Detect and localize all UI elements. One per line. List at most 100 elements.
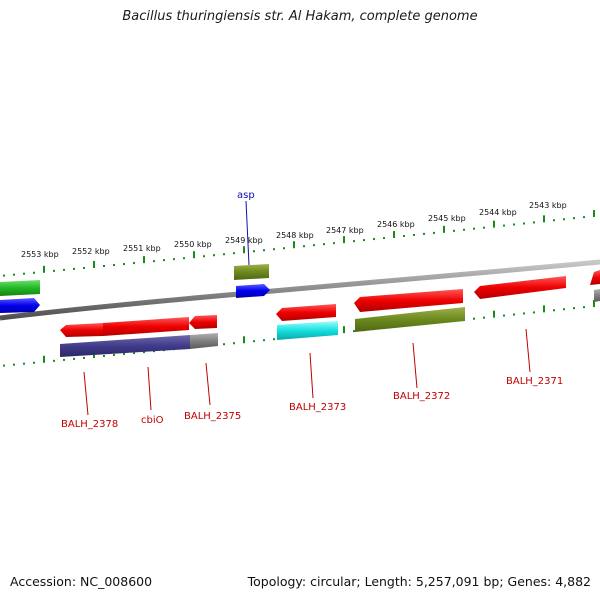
map-title: Bacillus thuringiensis str. Al Hakam, co… [122, 9, 478, 24]
label-balh-2371: BALH_2371 [506, 376, 563, 387]
upper-scale-minor-tick [173, 258, 175, 261]
lower-scale-major-tick [43, 355, 45, 363]
leader-balh-2373 [309, 352, 314, 399]
upper-scale-major-tick [293, 241, 295, 249]
upper-scale-major-tick [243, 246, 245, 254]
lower-scale-minor-tick [263, 339, 265, 342]
upper-scale-minor-tick [13, 273, 15, 276]
accession-text: Accession: NC_008600 [10, 574, 153, 589]
upper-scale-minor-tick [323, 243, 325, 246]
upper-scale-minor-tick [413, 233, 415, 236]
upper-scale-major-tick [43, 265, 45, 273]
scale-label-2551: 2551 kbp [123, 244, 161, 253]
upper-scale-minor-tick [553, 219, 555, 222]
lower-scale-minor-tick [233, 342, 235, 345]
label-leaders [83, 200, 531, 416]
gene-gray-right-edge [594, 289, 600, 302]
upper-scale-minor-tick [103, 265, 105, 268]
gene-balh-2371-red [474, 276, 566, 299]
upper-scale-minor-tick [423, 232, 425, 235]
upper-scale-minor-tick [453, 229, 455, 232]
leader-asp [245, 200, 250, 266]
lower-scale-minor-tick [33, 361, 35, 364]
label-asp: asp [237, 190, 255, 201]
upper-scale-minor-tick [363, 239, 365, 242]
upper-scale-minor-tick [213, 254, 215, 257]
gene-balh-2378-red [60, 323, 103, 337]
scale-label-2544: 2544 kbp [479, 208, 517, 217]
lower-scale-minor-tick [83, 356, 85, 359]
upper-scale-minor-tick [113, 264, 115, 267]
leader-balh-2371 [525, 328, 531, 373]
upper-scale-minor-tick [463, 228, 465, 231]
upper-scale-ticks [3, 210, 595, 277]
upper-scale-minor-tick [263, 249, 265, 252]
lower-scale-minor-tick [583, 306, 585, 309]
gene-blue-left [0, 298, 40, 313]
gene-blue-asp [236, 284, 270, 298]
upper-scale-minor-tick [63, 268, 65, 271]
upper-scale-minor-tick [303, 245, 305, 248]
upper-scale-minor-tick [73, 267, 75, 270]
lower-scale-major-tick [543, 305, 545, 313]
lower-scale-minor-tick [123, 353, 125, 356]
lower-scale-minor-tick [103, 355, 105, 358]
upper-scale-major-tick [393, 231, 395, 239]
upper-scale-minor-tick [433, 231, 435, 234]
gene-asp [234, 264, 269, 280]
upper-scale-minor-tick [233, 252, 235, 255]
gene-green-left [0, 280, 40, 296]
upper-scale-minor-tick [373, 238, 375, 241]
lower-scale-minor-tick [53, 359, 55, 362]
upper-scale-major-tick [593, 210, 595, 218]
lower-scale-minor-tick [133, 352, 135, 355]
upper-scale-minor-tick [23, 272, 25, 275]
upper-scale-minor-tick [83, 266, 85, 269]
gene-balh-2373-red [276, 304, 336, 321]
scale-labels: 2553 kbp 2552 kbp 2551 kbp 2550 kbp 2549… [21, 201, 567, 259]
label-balh-2372: BALH_2372 [393, 391, 450, 402]
lower-scale-minor-tick [533, 311, 535, 314]
scale-label-2550: 2550 kbp [174, 240, 212, 249]
scale-label-2545: 2545 kbp [428, 214, 466, 223]
scale-label-2549: 2549 kbp [225, 236, 263, 245]
upper-scale-minor-tick [33, 271, 35, 274]
gene-balh-2375-red [189, 315, 217, 329]
lower-scale-minor-tick [73, 357, 75, 360]
lower-scale-minor-tick [223, 343, 225, 346]
upper-scale-minor-tick [153, 260, 155, 263]
upper-scale-minor-tick [253, 250, 255, 253]
upper-scale-minor-tick [203, 255, 205, 258]
genes-lower [60, 276, 566, 357]
lower-scale-minor-tick [353, 330, 355, 333]
upper-scale-minor-tick [513, 223, 515, 226]
lower-scale-major-tick [493, 310, 495, 318]
upper-scale-major-tick [543, 215, 545, 223]
leader-balh-2372 [412, 342, 418, 389]
upper-scale-minor-tick [333, 242, 335, 245]
gene-gray-band [190, 333, 218, 349]
upper-scale-minor-tick [503, 224, 505, 227]
leader-cbio [147, 366, 152, 411]
lower-scale-minor-tick [513, 313, 515, 316]
scale-label-2548: 2548 kbp [276, 231, 314, 240]
upper-scale-minor-tick [483, 226, 485, 229]
upper-scale-minor-tick [53, 269, 55, 272]
upper-scale-minor-tick [283, 247, 285, 250]
upper-scale-major-tick [493, 220, 495, 228]
lower-scale-minor-tick [563, 308, 565, 311]
scale-label-2546: 2546 kbp [377, 220, 415, 229]
upper-scale-major-tick [443, 225, 445, 233]
upper-scale-minor-tick [163, 259, 165, 262]
lower-scale-minor-tick [503, 314, 505, 317]
upper-scale-minor-tick [573, 217, 575, 220]
upper-scale-major-tick [193, 251, 195, 259]
upper-scale-minor-tick [133, 262, 135, 265]
upper-scale-minor-tick [223, 253, 225, 256]
scale-label-2543: 2543 kbp [529, 201, 567, 210]
lower-scale-minor-tick [63, 358, 65, 361]
lower-scale-minor-tick [13, 363, 15, 366]
lower-scale-major-tick [343, 326, 345, 334]
lower-scale-major-tick [243, 336, 245, 344]
